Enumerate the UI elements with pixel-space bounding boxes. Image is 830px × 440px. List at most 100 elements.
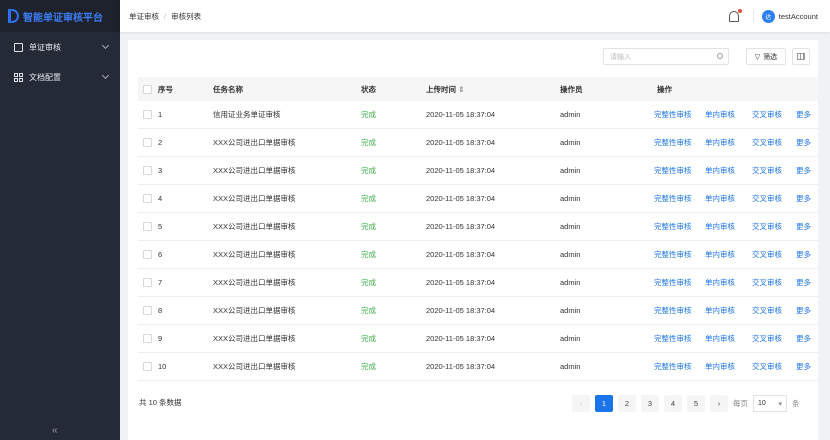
- operator: admin: [560, 222, 581, 231]
- more-link[interactable]: 更多: [796, 306, 811, 315]
- integrity-review-link[interactable]: 完整性审核: [654, 110, 692, 119]
- operator: admin: [560, 362, 581, 371]
- row-checkbox[interactable]: [143, 138, 152, 147]
- filter-button[interactable]: ▽ 筛选: [746, 48, 786, 65]
- column-header: 序号: [158, 84, 173, 94]
- task-name: XXX公司进出口单据审核: [213, 278, 296, 287]
- page-button[interactable]: 3: [641, 395, 659, 412]
- integrity-review-link[interactable]: 完整性审核: [654, 278, 692, 287]
- more-link[interactable]: 更多: [796, 110, 811, 119]
- sidebar-item-doc-review[interactable]: 单证审核: [0, 32, 120, 62]
- task-name: XXX公司进出口单据审核: [213, 166, 296, 175]
- page-button[interactable]: 1: [595, 395, 613, 412]
- cross-review-link[interactable]: 交叉审核: [752, 250, 782, 259]
- column-header-upload-time[interactable]: 上传时间 ⇕: [426, 84, 464, 95]
- row-checkbox[interactable]: [143, 194, 152, 203]
- content-card: 请输入 ▽ 筛选 序号 任务名称 状态 上传时间 ⇕ 操作员 操作 1 信用证业务…: [128, 40, 818, 440]
- operator: admin: [560, 194, 581, 203]
- collapse-sidebar-icon[interactable]: «: [52, 425, 58, 436]
- avatar[interactable]: 达: [761, 9, 775, 23]
- column-settings-button[interactable]: [792, 48, 810, 65]
- bell-icon[interactable]: [728, 8, 742, 22]
- row-checkbox[interactable]: [143, 222, 152, 231]
- status-text: 完成: [361, 306, 376, 315]
- more-link[interactable]: 更多: [796, 362, 811, 371]
- row-checkbox[interactable]: [143, 250, 152, 259]
- table-row: 10 XXX公司进出口单据审核 完成 2020-11-05 18:37:04 a…: [138, 353, 818, 381]
- integrity-review-link[interactable]: 完整性审核: [654, 306, 692, 315]
- app-title: 智能单证审核平台: [23, 12, 103, 24]
- breadcrumb-item[interactable]: 单证审核: [129, 11, 159, 21]
- cross-review-link[interactable]: 交叉审核: [752, 306, 782, 315]
- task-name: XXX公司进出口单据审核: [213, 222, 296, 231]
- more-link[interactable]: 更多: [796, 138, 811, 147]
- more-link[interactable]: 更多: [796, 334, 811, 343]
- row-checkbox[interactable]: [143, 278, 152, 287]
- task-table: 序号 任务名称 状态 上传时间 ⇕ 操作员 操作 1 信用证业务单证审核 完成 …: [138, 77, 818, 381]
- row-checkbox[interactable]: [143, 306, 152, 315]
- single-review-link[interactable]: 单内审核: [705, 250, 735, 259]
- breadcrumb-current: 审核列表: [171, 11, 202, 21]
- status-text: 完成: [361, 278, 376, 287]
- cross-review-link[interactable]: 交叉审核: [752, 194, 782, 203]
- row-checkbox[interactable]: [143, 166, 152, 175]
- single-review-link[interactable]: 单内审核: [705, 278, 735, 287]
- document-icon: [14, 42, 23, 52]
- integrity-review-link[interactable]: 完整性审核: [654, 194, 692, 203]
- filter-icon: ▽: [754, 53, 761, 61]
- status-text: 完成: [361, 222, 376, 231]
- integrity-review-link[interactable]: 完整性审核: [654, 138, 692, 147]
- status-text: 完成: [361, 194, 376, 203]
- integrity-review-link[interactable]: 完整性审核: [654, 334, 692, 343]
- page-size-select[interactable]: 10 ▾: [753, 395, 787, 412]
- integrity-review-link[interactable]: 完整性审核: [654, 222, 692, 231]
- cross-review-link[interactable]: 交叉审核: [752, 278, 782, 287]
- search-input[interactable]: 请输入: [603, 48, 729, 65]
- grid-icon: [14, 72, 23, 82]
- username[interactable]: testAccount: [778, 11, 818, 21]
- more-link[interactable]: 更多: [796, 166, 811, 175]
- cross-review-link[interactable]: 交叉审核: [752, 138, 782, 147]
- single-review-link[interactable]: 单内审核: [705, 306, 735, 315]
- row-checkbox[interactable]: [143, 110, 152, 119]
- cross-review-link[interactable]: 交叉审核: [752, 166, 782, 175]
- select-all-checkbox[interactable]: [143, 84, 152, 94]
- sort-icon[interactable]: ⇕: [458, 84, 465, 94]
- next-page-button[interactable]: ›: [710, 395, 728, 412]
- single-review-link[interactable]: 单内审核: [705, 166, 735, 175]
- cross-review-link[interactable]: 交叉审核: [752, 362, 782, 371]
- task-name: XXX公司进出口单据审核: [213, 250, 296, 259]
- more-link[interactable]: 更多: [796, 278, 811, 287]
- page-button[interactable]: 2: [618, 395, 636, 412]
- integrity-review-link[interactable]: 完整性审核: [654, 166, 692, 175]
- more-link[interactable]: 更多: [796, 222, 811, 231]
- single-review-link[interactable]: 单内审核: [705, 110, 735, 119]
- cross-review-link[interactable]: 交叉审核: [752, 334, 782, 343]
- search-icon[interactable]: [717, 53, 723, 59]
- task-name: XXX公司进出口单据审核: [213, 334, 296, 343]
- integrity-review-link[interactable]: 完整性审核: [654, 250, 692, 259]
- prev-page-button[interactable]: ‹: [572, 395, 590, 412]
- task-name: 信用证业务单证审核: [213, 110, 281, 119]
- sidebar-item-doc-config[interactable]: 文档配置: [0, 62, 120, 92]
- single-review-link[interactable]: 单内审核: [705, 222, 735, 231]
- single-review-link[interactable]: 单内审核: [705, 334, 735, 343]
- cross-review-link[interactable]: 交叉审核: [752, 110, 782, 119]
- integrity-review-link[interactable]: 完整性审核: [654, 362, 692, 371]
- single-review-link[interactable]: 单内审核: [705, 362, 735, 371]
- row-index: 1: [158, 110, 163, 119]
- single-review-link[interactable]: 单内审核: [705, 194, 735, 203]
- more-link[interactable]: 更多: [796, 194, 811, 203]
- row-index: 9: [158, 334, 163, 343]
- row-index: 10: [158, 362, 167, 371]
- row-checkbox[interactable]: [143, 334, 152, 343]
- search-placeholder: 请输入: [610, 54, 631, 61]
- row-checkbox[interactable]: [143, 362, 152, 371]
- page-button[interactable]: 5: [687, 395, 705, 412]
- more-link[interactable]: 更多: [796, 250, 811, 259]
- cross-review-link[interactable]: 交叉审核: [752, 222, 782, 231]
- single-review-link[interactable]: 单内审核: [705, 138, 735, 147]
- page-button[interactable]: 4: [664, 395, 682, 412]
- pagination: ‹ 1 2 3 4 5 › 每页 10 ▾ 条: [572, 395, 800, 412]
- status-text: 完成: [361, 110, 376, 119]
